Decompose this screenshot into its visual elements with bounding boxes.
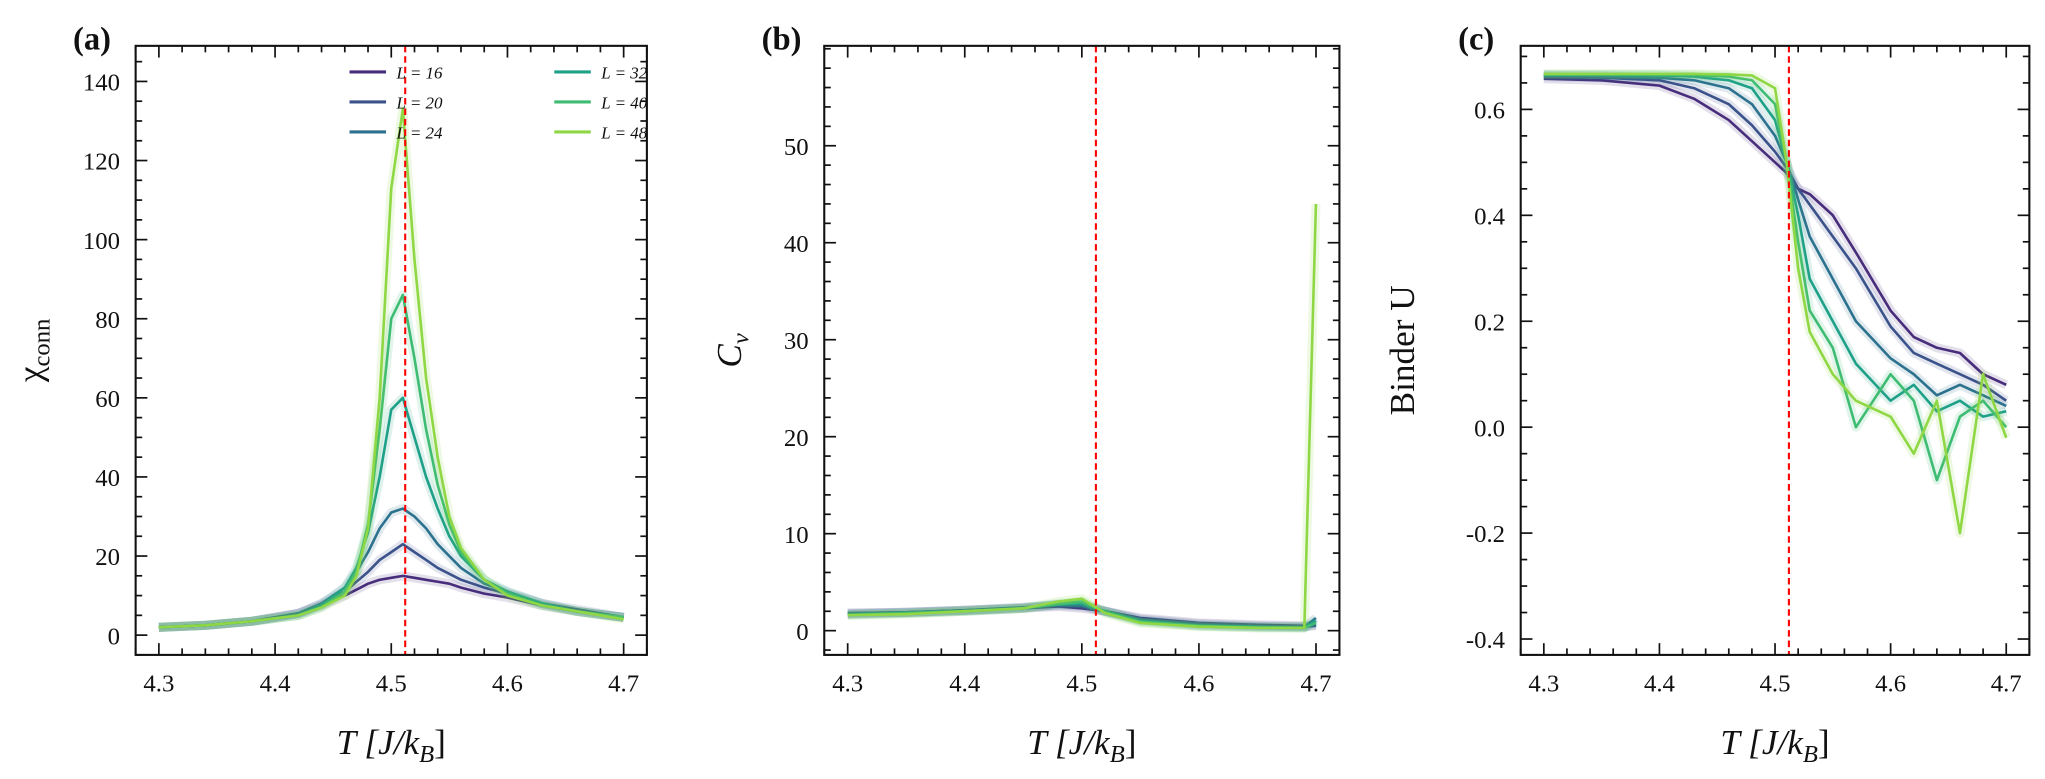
series-band-1 xyxy=(158,539,625,632)
x-axis-label: T [J/kB] xyxy=(1027,723,1136,768)
x-tick-label: 4.5 xyxy=(376,670,407,697)
y-tick-label: 0.6 xyxy=(1474,98,1505,125)
y-tick-label: 0.2 xyxy=(1474,309,1505,336)
y-tick-label: 20 xyxy=(784,425,809,452)
x-tick-label: 4.6 xyxy=(1875,670,1906,697)
y-tick-label: 40 xyxy=(95,465,120,492)
x-tick-label: 4.4 xyxy=(949,670,980,697)
legend-item: L = 20 xyxy=(349,93,443,112)
y-tick-label: 0.0 xyxy=(1474,415,1505,442)
x-tick-label: 4.7 xyxy=(608,670,639,697)
legend-item: L = 32 xyxy=(554,63,648,82)
x-tick-label: 4.4 xyxy=(1644,670,1675,697)
y-axis-label: Binder U xyxy=(1383,285,1422,415)
y-tick-label: 20 xyxy=(95,544,120,571)
series-line-1 xyxy=(1543,75,2008,402)
y-tick-label: 80 xyxy=(95,307,120,334)
series-line-5 xyxy=(847,203,1318,630)
panel-b: 4.3 4.4 4.5 4.6 4.7 0 10 20 30 40 50 T [J/kB] Cv (b) xyxy=(710,22,1341,768)
y-tick-label: 100 xyxy=(83,228,120,255)
legend-label: L = 24 xyxy=(395,123,442,142)
y-tick-label: 10 xyxy=(784,522,809,549)
y-tick-label: 0 xyxy=(108,623,120,650)
x-tick-label: 4.5 xyxy=(1066,670,1097,697)
y-tick-label: 30 xyxy=(784,328,809,355)
plot-area xyxy=(1543,45,2011,655)
panel-a: 4.3 4.4 4.5 4.6 4.7 0 20 40 60 80 100 120 140 T [J/kB… xyxy=(11,22,648,768)
legend-item: L = 16 xyxy=(349,63,443,82)
legend: L = 16 L = 20 L = 24 L = 32 L = 40 L = 48 xyxy=(349,63,648,142)
x-tick-label: 4.7 xyxy=(1301,670,1332,697)
series-line-0 xyxy=(1543,77,2007,386)
series-line-2 xyxy=(1543,74,2007,408)
x-tick-label: 4.4 xyxy=(260,670,291,697)
x-axis-label: T [J/kB] xyxy=(337,723,446,768)
legend-label: L = 32 xyxy=(600,63,647,82)
panel-label: (a) xyxy=(73,22,111,58)
legend-label: L = 40 xyxy=(600,93,647,112)
y-tick-label: -0.2 xyxy=(1466,521,1505,548)
legend-label: L = 16 xyxy=(395,63,442,82)
y-tick-label: 40 xyxy=(784,231,809,258)
series-line-5 xyxy=(1543,72,2008,535)
panel-label: (b) xyxy=(762,22,802,58)
legend-item: L = 48 xyxy=(554,123,648,142)
x-tick-label: 4.7 xyxy=(1991,670,2022,697)
x-axis-label: T [J/kB] xyxy=(1720,723,1829,768)
y-tick-label: 60 xyxy=(95,386,120,413)
legend-label: L = 20 xyxy=(395,93,442,112)
series-band-5 xyxy=(847,203,1321,633)
plot-area xyxy=(847,45,1321,655)
legend-item: L = 24 xyxy=(349,123,443,142)
axes-frame xyxy=(823,44,1341,656)
y-tick-label: 120 xyxy=(83,149,120,176)
plot-area xyxy=(158,45,625,655)
series-line-5 xyxy=(158,107,624,629)
x-tick-label: 4.6 xyxy=(1183,670,1214,697)
y-tick-label: 0 xyxy=(796,619,808,646)
panel-c: 4.3 4.4 4.5 4.6 4.7 -0.4 -0.2 0.0 0.2 0.4 0.6 T [J/… xyxy=(1383,22,2031,768)
x-tick-label: 4.5 xyxy=(1760,670,1791,697)
y-tick-label: 0.4 xyxy=(1474,203,1505,230)
series-line-3 xyxy=(1543,73,2007,418)
legend-label: L = 48 xyxy=(600,123,647,142)
y-tick-label: 140 xyxy=(83,70,120,97)
panel-label: (c) xyxy=(1458,22,1494,58)
x-tick-label: 4.3 xyxy=(1528,670,1559,697)
x-tick-label: 4.3 xyxy=(143,670,174,697)
y-axis-label: χconn xyxy=(11,319,56,384)
y-tick-label: 50 xyxy=(784,134,809,161)
y-tick-label: -0.4 xyxy=(1466,627,1505,654)
y-axis-label: Cv xyxy=(710,333,755,367)
x-tick-label: 4.3 xyxy=(832,670,863,697)
legend-item: L = 40 xyxy=(554,93,648,112)
x-tick-label: 4.6 xyxy=(492,670,523,697)
